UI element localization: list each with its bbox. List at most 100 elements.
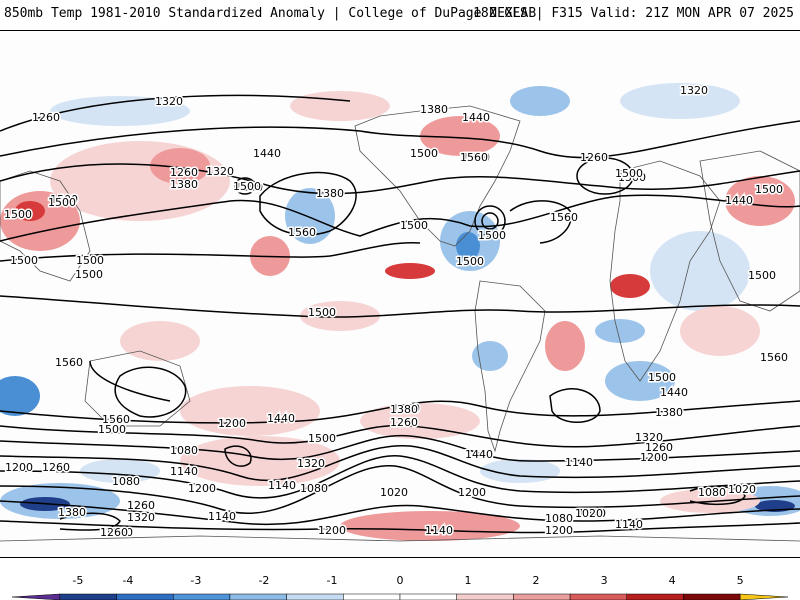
colorbar-segment <box>456 593 514 600</box>
contour-labels: 1320 1260 1380 1440 1500 1560 1320 1260 … <box>3 83 790 541</box>
asia-outline <box>699 150 800 312</box>
contour-ring <box>576 157 634 195</box>
colorbar-segments <box>11 593 789 600</box>
contour-label: 1260 <box>42 461 70 474</box>
anomaly-blob <box>510 86 570 116</box>
contour-line <box>0 94 351 132</box>
colorbar-segment <box>286 593 344 600</box>
colorbar-segment <box>513 593 571 600</box>
map-panel[interactable]: 1320 1260 1380 1440 1500 1560 1320 1260 … <box>0 30 800 558</box>
contour-ring <box>481 212 499 230</box>
contour-label: 1320 <box>206 165 234 178</box>
contour-label: 1260 <box>580 151 608 164</box>
contour-label: 1440 <box>267 412 295 425</box>
contour-line <box>59 512 121 531</box>
anomaly-blob <box>680 306 760 356</box>
anomaly-blob <box>50 141 230 221</box>
colorbar-ticks: -5 -4 -3 -2 -1 0 1 2 3 4 5 <box>72 574 743 587</box>
contour-label: 1500 <box>456 255 484 268</box>
contour-label: 1320 <box>155 95 183 108</box>
contour-label: 1140 <box>208 510 236 523</box>
anomaly-blob <box>385 263 435 279</box>
colorbar-segment <box>172 593 231 600</box>
colorbar-segment <box>399 593 457 600</box>
contour-label: 1020 <box>728 483 756 496</box>
colorbar-segment <box>626 593 684 600</box>
contour-label: 1380 <box>420 103 448 116</box>
contour-line <box>689 485 746 506</box>
contour-label: 1380 <box>316 187 344 200</box>
contour-label: 1500 <box>10 254 38 267</box>
contour-label: 1140 <box>565 456 593 469</box>
anomaly-blob <box>80 459 160 483</box>
contour-label: 1380 <box>170 178 198 191</box>
contour-ring <box>474 205 506 237</box>
colorbar-segment <box>229 593 287 600</box>
contour-label: 1440 <box>725 194 753 207</box>
contour-line <box>0 500 800 526</box>
anomaly-blob <box>300 301 380 331</box>
contour-label: 1500 <box>308 432 336 445</box>
contour-label: 1140 <box>615 518 643 531</box>
contour-label: 1440 <box>660 386 688 399</box>
contour-label: 1500 <box>400 219 428 232</box>
contour-label: 1320 <box>635 431 663 444</box>
colorbar-arrow-high <box>739 593 789 600</box>
anomaly-blob <box>180 386 320 436</box>
world-map[interactable]: 1320 1260 1380 1440 1500 1560 1320 1260 … <box>0 31 800 558</box>
anomaly-blob <box>472 341 508 371</box>
contour-label: 1500 <box>308 306 336 319</box>
colorbar-segment <box>116 593 174 600</box>
colorbar-segment <box>683 593 741 600</box>
contour-label: 1140 <box>268 479 296 492</box>
contour-label: 1500 <box>748 269 776 282</box>
contour-line <box>0 445 800 482</box>
contour-line <box>0 465 800 515</box>
contour-label: 1200 <box>218 417 246 430</box>
anomaly-blob <box>15 201 45 221</box>
contour-label: 1260 <box>390 416 418 429</box>
contour-label: 1080 <box>545 512 573 525</box>
contour-label: 1260 <box>127 499 155 512</box>
contour-label: 1080 <box>170 444 198 457</box>
anomaly-shading <box>0 83 800 541</box>
colorbar-tick-label: 3 <box>601 574 608 587</box>
contour-label: 1560 <box>288 226 316 239</box>
europe-africa-outline <box>609 160 721 382</box>
anomaly-blob <box>725 176 795 226</box>
contour-label: 1020 <box>575 507 603 520</box>
contour-label: 1500 <box>75 268 103 281</box>
anomaly-blob <box>120 321 200 361</box>
contour-label: 1560 <box>462 151 490 164</box>
contour-label: 1380 <box>58 506 86 519</box>
contour-label: 1560 <box>102 413 130 426</box>
contour-label: 1500 <box>48 196 76 209</box>
antarctica-outline <box>0 535 800 542</box>
header-bar: 850mb Temp 1981-2010 Standardized Anomal… <box>0 0 800 30</box>
contour-label: 1500 <box>233 180 261 193</box>
contour-label: 1500 <box>478 229 506 242</box>
colorbar-arrow-low <box>11 593 61 600</box>
colorbar-tick-label: 5 <box>737 574 744 587</box>
contour-label: 1260 <box>105 526 133 539</box>
contour-label: 1560 <box>760 351 788 364</box>
contour-line <box>259 171 357 236</box>
valid-time-title: 18Z GFS | F315 Valid: 21Z MON APR 07 202… <box>473 6 794 21</box>
anomaly-blob <box>150 148 210 184</box>
contour-label: 1500 <box>98 423 126 436</box>
contour-line <box>549 388 601 423</box>
colorbar-tick-label: 1 <box>465 574 472 587</box>
contour-label: 1440 <box>253 147 281 160</box>
anomaly-blob <box>650 231 750 311</box>
contour-line <box>0 520 800 534</box>
contour-label: 1260 <box>170 166 198 179</box>
contour-label: 1500 <box>50 193 78 206</box>
contour-label: 1560 <box>55 356 83 369</box>
height-contours <box>0 94 800 534</box>
contour-label: 1500 <box>4 208 32 221</box>
colorbar-tick-label: 4 <box>669 574 676 587</box>
anomaly-blob <box>420 116 500 156</box>
contour-label: 1140 <box>425 524 453 537</box>
colorbar-tick-label: -1 <box>326 574 337 587</box>
contour-label: 1500 <box>618 171 646 184</box>
